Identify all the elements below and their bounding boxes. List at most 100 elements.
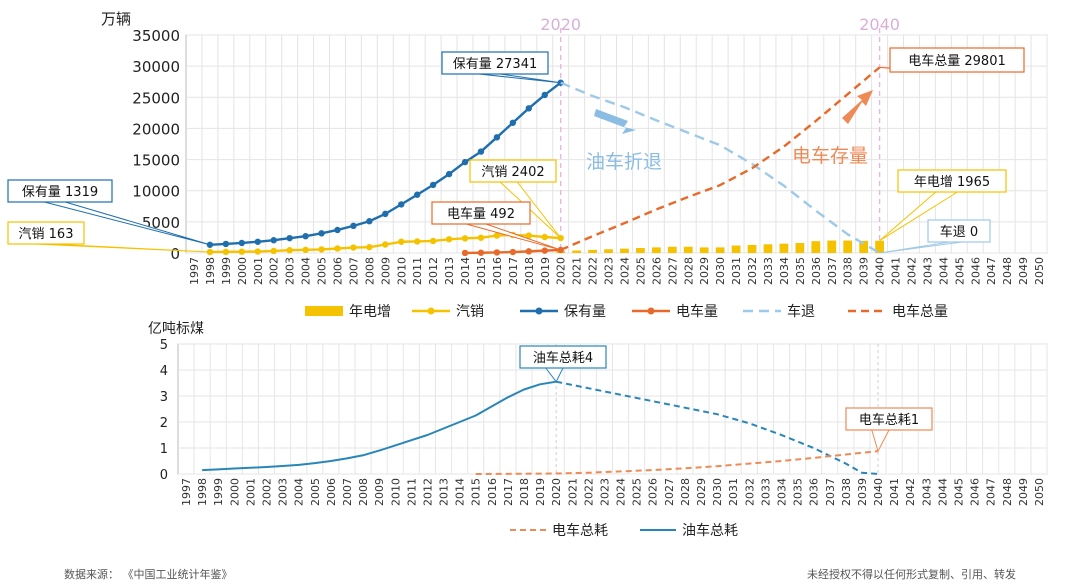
bottom-x-tick-label: 2012	[421, 478, 434, 506]
top-x-tick-label: 1997	[188, 257, 201, 285]
series-point	[477, 234, 485, 241]
series-point	[366, 243, 373, 251]
top-x-tick-label: 2028	[682, 257, 695, 285]
top-x-tick-label: 2016	[491, 257, 504, 285]
bottom-x-tick-label: 2002	[261, 478, 274, 506]
series-point	[350, 244, 357, 251]
series-point	[525, 248, 533, 255]
series-point	[238, 239, 246, 247]
legend-swatch	[305, 306, 343, 316]
series-point	[429, 181, 437, 189]
top-x-tick-label: 2040	[874, 257, 887, 285]
bottom-x-tick-label: 2038	[840, 478, 853, 506]
callout-label: 汽销 163	[19, 227, 74, 242]
bottom-x-tick-label: 2045	[952, 478, 965, 506]
bottom-x-tick-label: 2049	[1017, 478, 1030, 506]
legend-label: 电车总耗	[552, 522, 608, 539]
top-x-tick-label: 2036	[810, 257, 823, 285]
callout: 汽销 163	[7, 221, 210, 253]
callout-box	[889, 47, 1025, 73]
top-chart: 05000100001500020000250003000035000万辆199…	[7, 10, 1048, 320]
callout-box	[845, 407, 933, 431]
bottom-x-tick-label: 2005	[309, 478, 322, 506]
series-point	[238, 248, 246, 255]
bar-annual-ev	[827, 240, 837, 253]
stock-arrow-icon	[842, 90, 873, 124]
top-x-tick-label: 2004	[300, 257, 313, 285]
top-x-tick-label: 2008	[363, 257, 376, 285]
callout-label: 车退 0	[940, 224, 978, 240]
top-x-tick-label: 2046	[969, 257, 982, 285]
top-series-3	[461, 246, 564, 257]
legend-marker	[427, 307, 435, 315]
bottom-y-tick-label: 0	[160, 468, 168, 483]
series-point	[222, 248, 230, 256]
bottom-x-tick-label: 2017	[502, 478, 515, 506]
legend-label: 车退	[787, 303, 815, 320]
callout-box	[7, 179, 113, 203]
series-point	[302, 246, 309, 254]
series-point	[334, 226, 341, 234]
series-point	[286, 247, 293, 254]
top-x-tick-label: 2038	[842, 257, 855, 285]
callout-box	[519, 345, 607, 369]
bottom-x-tick-label: 2026	[647, 478, 660, 506]
bar-annual-ev	[699, 247, 709, 253]
data-source-note: 数据来源： 《中国工业统计年鉴》	[64, 568, 233, 581]
series-point	[541, 247, 548, 254]
callout-label: 年电增 1965	[914, 175, 990, 190]
bottom-x-tick-label: 2004	[293, 478, 306, 506]
bottom-y-tick-label: 3	[160, 390, 168, 405]
top-x-tick-label: 2015	[475, 257, 488, 285]
annotation-ev-stock: 电车存量	[792, 145, 868, 167]
callout-label: 电车总耗1	[859, 412, 919, 428]
callout: 电车总量 29801	[879, 47, 1025, 73]
series-point	[366, 218, 373, 225]
series-point	[318, 246, 325, 253]
bottom-x-tick-label: 2020	[550, 478, 563, 506]
bar-annual-ev	[875, 240, 884, 253]
bottom-y-axis-label: 亿吨标煤	[148, 321, 204, 337]
copyright-note: 未经授权不得以任何形式复制、引用、转发	[807, 568, 1016, 581]
series-point	[413, 238, 421, 245]
top-y-tick-label: 10000	[132, 183, 180, 201]
bottom-x-tick-label: 1997	[180, 478, 193, 506]
callout: 电车量 492	[431, 201, 561, 251]
top-y-tick-label: 20000	[132, 120, 180, 138]
bottom-x-tick-label: 2000	[228, 478, 241, 506]
bar-annual-ev	[747, 244, 757, 253]
bar-annual-ev	[811, 241, 821, 253]
top-x-tick-label: 2037	[826, 257, 839, 285]
legend-label: 电车总量	[892, 303, 948, 320]
bar-annual-ev	[779, 243, 789, 253]
series-point	[525, 232, 533, 239]
top-x-tick-label: 2007	[347, 257, 360, 285]
bottom-x-tick-label: 2029	[695, 478, 708, 506]
bottom-x-tick-label: 2043	[920, 478, 933, 506]
bottom-x-tick-label: 2032	[743, 478, 756, 506]
bottom-x-tick-label: 2003	[277, 478, 290, 506]
bottom-y-tick-label: 2	[160, 416, 168, 431]
top-x-tick-label: 2014	[459, 257, 472, 285]
series-point	[445, 170, 453, 178]
top-x-tick-label: 2048	[1001, 257, 1014, 285]
top-x-tick-label: 2003	[284, 257, 297, 285]
callout-label: 保有量 1319	[22, 185, 98, 200]
callout-label: 电车量 492	[447, 206, 515, 222]
bottom-x-tick-label: 2037	[824, 478, 837, 506]
bottom-x-tick-label: 2016	[486, 478, 499, 506]
bottom-x-tick-label: 2033	[759, 478, 772, 506]
series-point	[525, 105, 533, 112]
callout-label: 汽销 2402	[481, 165, 544, 180]
top-x-tick-label: 2001	[252, 257, 265, 285]
bottom-y-tick-label: 5	[160, 338, 168, 353]
top-series-0	[556, 240, 884, 253]
callout-box	[7, 221, 85, 245]
bar-annual-ev	[588, 249, 597, 253]
year-marker-label: 2040	[859, 15, 900, 34]
bottom-x-tick-label: 2027	[663, 478, 676, 506]
bottom-x-tick-label: 2048	[1001, 478, 1014, 506]
top-x-tick-label: 2032	[746, 257, 759, 285]
series-point	[286, 234, 293, 242]
bar-annual-ev	[715, 247, 725, 253]
